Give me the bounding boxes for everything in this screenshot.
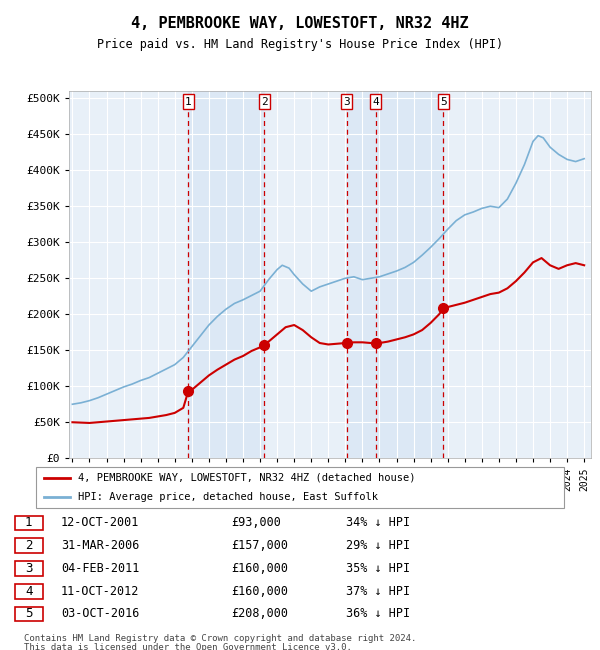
Text: 4, PEMBROOKE WAY, LOWESTOFT, NR32 4HZ (detached house): 4, PEMBROOKE WAY, LOWESTOFT, NR32 4HZ (d… [78,473,416,482]
Text: 2: 2 [25,540,32,552]
Text: £160,000: £160,000 [231,562,288,575]
Text: 1: 1 [25,516,32,529]
Text: 4: 4 [373,96,379,107]
FancyBboxPatch shape [15,561,43,576]
FancyBboxPatch shape [36,467,564,508]
Text: HPI: Average price, detached house, East Suffolk: HPI: Average price, detached house, East… [78,492,378,502]
Text: 11-OCT-2012: 11-OCT-2012 [61,585,139,598]
Text: 1: 1 [185,96,191,107]
Text: Price paid vs. HM Land Registry's House Price Index (HPI): Price paid vs. HM Land Registry's House … [97,38,503,51]
Text: 3: 3 [344,96,350,107]
Text: 4: 4 [25,585,32,598]
Text: 35% ↓ HPI: 35% ↓ HPI [346,562,410,575]
Text: 37% ↓ HPI: 37% ↓ HPI [346,585,410,598]
Text: 5: 5 [440,96,447,107]
Text: 04-FEB-2011: 04-FEB-2011 [61,562,139,575]
FancyBboxPatch shape [15,515,43,530]
Text: 4, PEMBROOKE WAY, LOWESTOFT, NR32 4HZ: 4, PEMBROOKE WAY, LOWESTOFT, NR32 4HZ [131,16,469,31]
Text: 03-OCT-2016: 03-OCT-2016 [61,607,139,620]
Text: 3: 3 [25,562,32,575]
FancyBboxPatch shape [15,538,43,553]
Text: £93,000: £93,000 [231,516,281,529]
Text: £157,000: £157,000 [231,540,288,552]
Text: £160,000: £160,000 [231,585,288,598]
Bar [188,91,265,458]
Text: 34% ↓ HPI: 34% ↓ HPI [346,516,410,529]
Text: 5: 5 [25,607,32,620]
Text: 2: 2 [261,96,268,107]
Text: Contains HM Land Registry data © Crown copyright and database right 2024.: Contains HM Land Registry data © Crown c… [24,634,416,643]
Bar [347,91,443,458]
Text: 36% ↓ HPI: 36% ↓ HPI [346,607,410,620]
FancyBboxPatch shape [15,606,43,621]
FancyBboxPatch shape [15,584,43,599]
Text: 29% ↓ HPI: 29% ↓ HPI [346,540,410,552]
Text: 31-MAR-2006: 31-MAR-2006 [61,540,139,552]
Text: £208,000: £208,000 [231,607,288,620]
Text: 12-OCT-2001: 12-OCT-2001 [61,516,139,529]
Text: This data is licensed under the Open Government Licence v3.0.: This data is licensed under the Open Gov… [24,644,352,650]
